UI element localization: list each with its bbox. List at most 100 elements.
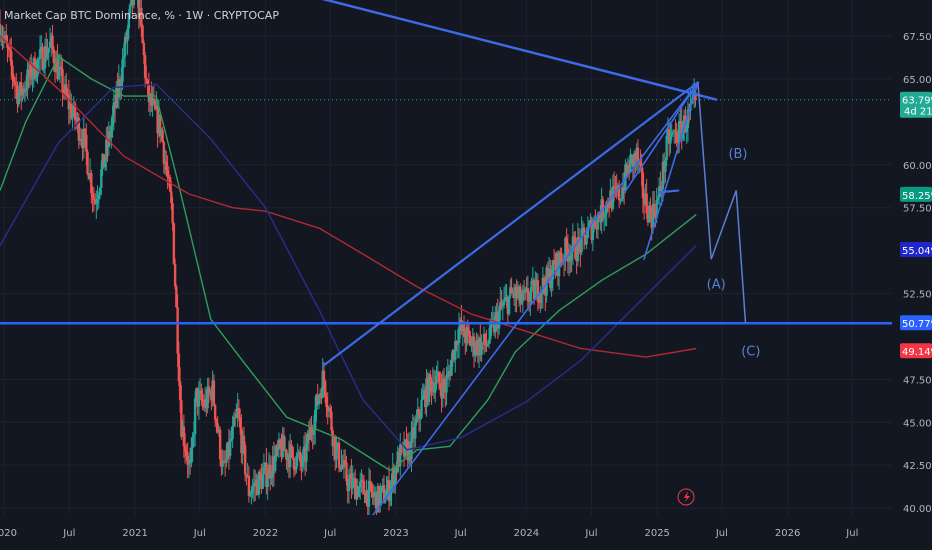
- moving-average-line-2: [0, 35, 697, 358]
- candle-body: [173, 263, 177, 287]
- candle-body: [586, 227, 590, 238]
- candle-body: [240, 427, 243, 453]
- candle-body: [40, 46, 43, 50]
- candles: [0, 0, 697, 523]
- candle-body: [231, 426, 234, 440]
- candle-body: [565, 238, 568, 249]
- candle-body: [421, 395, 424, 400]
- wave-label: (A): [707, 277, 726, 292]
- candle-body: [210, 390, 213, 401]
- candle-body: [381, 485, 384, 487]
- candle-body: [3, 34, 7, 38]
- price-tick-label: 65.00%: [903, 75, 932, 86]
- candle-body: [226, 442, 229, 459]
- candle-body: [571, 236, 575, 252]
- candle-body: [205, 398, 208, 409]
- candle-body: [106, 139, 109, 148]
- candle-body: [610, 190, 613, 209]
- candle-body: [555, 253, 558, 272]
- candle-body: [221, 461, 224, 467]
- candle-body: [520, 300, 523, 304]
- candle-body: [187, 459, 191, 465]
- candle-body: [516, 294, 520, 299]
- candle-body: [137, 0, 141, 19]
- candle-body: [162, 142, 166, 164]
- candle-body: [340, 464, 343, 470]
- candle-body: [497, 310, 501, 329]
- candle-body: [31, 75, 34, 80]
- candle-body: [170, 191, 173, 204]
- candle-body: [70, 103, 73, 119]
- candle-body: [276, 446, 279, 450]
- candle-body: [201, 400, 204, 403]
- candle-body: [46, 52, 49, 59]
- candle-body: [446, 372, 449, 379]
- candle-body: [685, 127, 688, 132]
- candle-body: [650, 213, 653, 228]
- time-tick-label: Jul: [715, 528, 728, 539]
- candle-body: [406, 441, 409, 461]
- candle-body: [599, 216, 602, 223]
- candle-body: [439, 382, 442, 389]
- candle-body: [417, 409, 421, 419]
- candle-body: [470, 343, 473, 346]
- candle-body: [305, 443, 308, 462]
- candle-body: [487, 339, 491, 344]
- candle-body: [195, 388, 198, 399]
- candle-body: [596, 214, 600, 230]
- candle-body: [60, 66, 63, 70]
- candle-body: [327, 408, 331, 411]
- wave-label: (C): [741, 344, 760, 359]
- small-wedge-upper-line: [624, 81, 699, 192]
- candle-body: [667, 129, 671, 144]
- candle-body: [11, 65, 14, 77]
- candle-body: [450, 359, 453, 376]
- candle-body: [509, 287, 512, 297]
- candle-body: [37, 58, 40, 60]
- candle-body: [664, 160, 667, 172]
- candle-body: [207, 386, 211, 393]
- candle-body: [677, 121, 681, 144]
- candle-body: [47, 47, 50, 53]
- candle-body: [391, 467, 394, 480]
- price-label-text: 55.04%: [902, 246, 932, 257]
- candle-body: [495, 311, 498, 317]
- candle-body: [486, 343, 490, 346]
- candle-body: [223, 461, 227, 463]
- time-tick-label: 2023: [383, 528, 408, 539]
- candle-body: [143, 55, 147, 78]
- candle-body: [510, 287, 513, 294]
- price-label-text: 58.25%: [902, 191, 932, 202]
- candle-body: [532, 280, 536, 300]
- candle-body: [103, 158, 107, 168]
- candle-body: [606, 201, 610, 207]
- candle-body: [584, 234, 587, 245]
- candle-body: [13, 82, 17, 85]
- candle-body: [145, 77, 148, 80]
- candle-body: [500, 302, 503, 307]
- candle-body: [131, 0, 134, 6]
- candle-body: [21, 88, 24, 96]
- candle-body: [311, 433, 314, 435]
- time-tick-label: 2022: [253, 528, 278, 539]
- candle-body: [674, 131, 677, 133]
- candle-body: [121, 59, 124, 82]
- candle-body: [396, 451, 399, 473]
- candle-body: [107, 131, 111, 148]
- candle-body: [545, 267, 548, 296]
- candle-body: [35, 76, 38, 79]
- candle-body: [298, 452, 302, 462]
- candle-body: [625, 164, 628, 175]
- candle-body: [67, 94, 70, 110]
- candle-body: [445, 378, 448, 393]
- candle-body: [471, 336, 475, 344]
- candle-body: [460, 320, 463, 332]
- candle-body: [364, 494, 367, 503]
- candle-body: [142, 43, 146, 56]
- candle-body: [602, 215, 606, 219]
- candle-body: [132, 0, 136, 6]
- candle-body: [273, 456, 277, 471]
- candle-body: [429, 374, 432, 381]
